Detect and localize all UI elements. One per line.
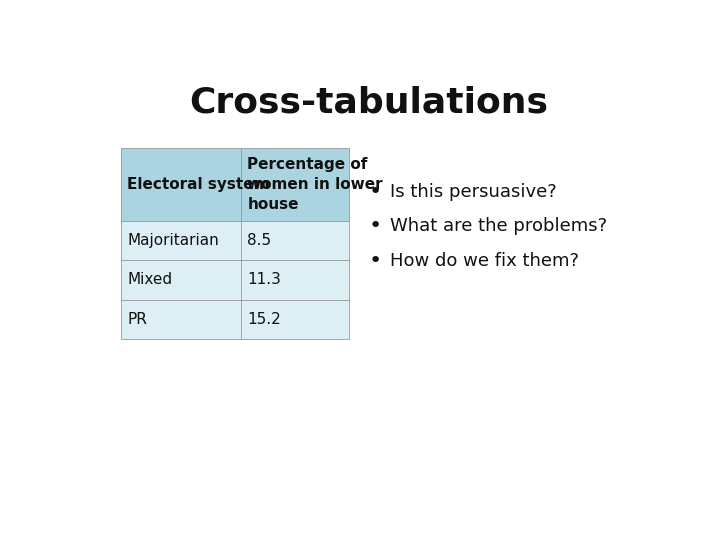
Text: How do we fix them?: How do we fix them? <box>390 252 579 269</box>
Text: Cross-tabulations: Cross-tabulations <box>189 85 549 119</box>
FancyBboxPatch shape <box>121 221 349 260</box>
Text: •: • <box>369 251 382 271</box>
Text: 11.3: 11.3 <box>248 273 282 287</box>
FancyBboxPatch shape <box>121 260 349 300</box>
Text: 15.2: 15.2 <box>248 312 281 327</box>
Text: What are the problems?: What are the problems? <box>390 217 608 235</box>
FancyBboxPatch shape <box>121 300 349 339</box>
Text: Percentage of
women in lower
house: Percentage of women in lower house <box>248 157 383 212</box>
FancyBboxPatch shape <box>121 148 349 221</box>
Text: Majoritarian: Majoritarian <box>127 233 219 248</box>
Text: Mixed: Mixed <box>127 273 173 287</box>
Text: Electoral system: Electoral system <box>127 177 270 192</box>
Text: PR: PR <box>127 312 148 327</box>
Text: •: • <box>369 181 382 201</box>
Text: 8.5: 8.5 <box>248 233 271 248</box>
Text: •: • <box>369 216 382 236</box>
Text: Is this persuasive?: Is this persuasive? <box>390 183 557 201</box>
